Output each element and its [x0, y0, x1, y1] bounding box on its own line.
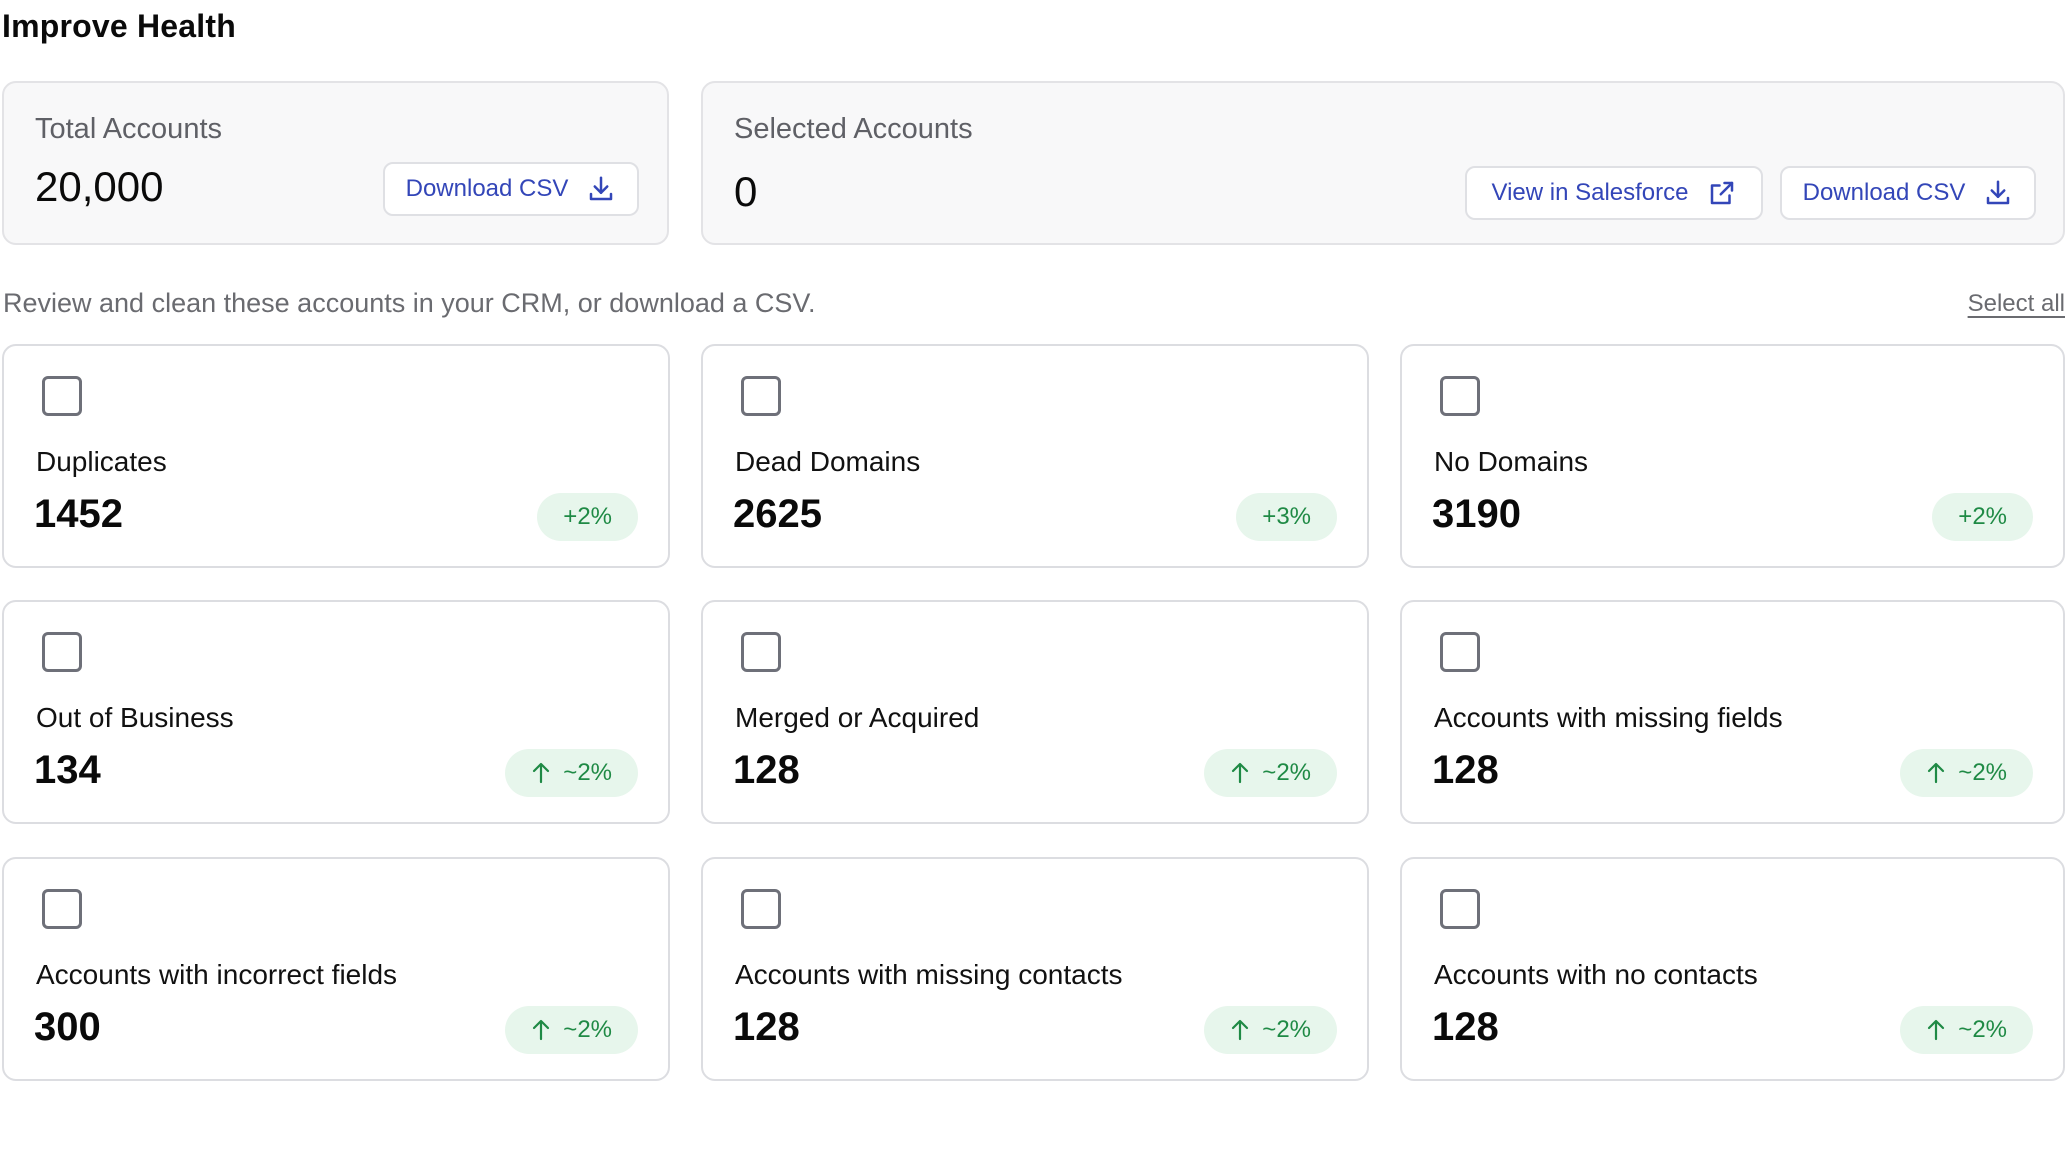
- change-badge: ~2%: [1900, 1006, 2033, 1054]
- metric-checkbox[interactable]: [741, 632, 781, 672]
- change-badge-text: +2%: [563, 503, 612, 530]
- change-badge-text: ~2%: [1958, 759, 2007, 786]
- change-badge: ~2%: [1204, 749, 1337, 797]
- change-badge-text: ~2%: [1262, 759, 1311, 786]
- metric-value: 128: [733, 1005, 800, 1049]
- metric-label: Out of Business: [36, 702, 234, 733]
- metric-checkbox[interactable]: [42, 889, 82, 929]
- instructions-text: Review and clean these accounts in your …: [3, 288, 816, 318]
- metric-label: Merged or Acquired: [735, 702, 980, 733]
- metric-card[interactable]: Accounts with incorrect fields 300 ~2%: [2, 857, 670, 1081]
- change-badge: ~2%: [1900, 749, 2033, 797]
- selected-download-csv-button[interactable]: Download CSV: [1780, 166, 2036, 220]
- change-badge: ~2%: [505, 749, 638, 797]
- download-icon: [1987, 180, 2010, 205]
- change-badge-text: ~2%: [563, 759, 612, 786]
- change-badge-text: ~2%: [1958, 1016, 2007, 1043]
- metric-checkbox[interactable]: [741, 889, 781, 929]
- view-in-salesforce-label: View in Salesforce: [1491, 179, 1689, 206]
- download-icon: [590, 176, 613, 201]
- view-in-salesforce-button[interactable]: View in Salesforce: [1465, 166, 1763, 220]
- total-accounts-value: 20,000: [35, 163, 164, 210]
- metric-value: 128: [1432, 1005, 1499, 1049]
- metric-label: Dead Domains: [735, 446, 921, 477]
- metric-checkbox[interactable]: [1440, 889, 1480, 929]
- change-badge-text: ~2%: [563, 1016, 612, 1043]
- metric-value: 3190: [1432, 492, 1521, 536]
- metric-card[interactable]: Dead Domains 2625 +3%: [701, 344, 1369, 568]
- metric-card[interactable]: Accounts with no contacts 128 ~2%: [1400, 857, 2065, 1081]
- external-link-icon: [1710, 181, 1733, 205]
- change-badge: ~2%: [1204, 1006, 1337, 1054]
- metric-card[interactable]: Duplicates 1452 +2%: [2, 344, 670, 568]
- metric-label: Accounts with incorrect fields: [36, 959, 398, 990]
- change-badge: ~2%: [505, 1006, 638, 1054]
- metric-value: 128: [733, 748, 800, 792]
- arrow-up-icon: [1928, 762, 1945, 784]
- metric-label: Duplicates: [36, 446, 167, 477]
- metric-value: 134: [34, 748, 101, 792]
- change-badge: +2%: [1932, 493, 2033, 541]
- arrow-up-icon: [1232, 1019, 1249, 1041]
- metric-label: Accounts with no contacts: [1434, 959, 1758, 990]
- metric-card[interactable]: No Domains 3190 +2%: [1400, 344, 2065, 568]
- metric-label: Accounts with missing fields: [1434, 702, 1783, 733]
- change-badge-text: +3%: [1262, 503, 1311, 530]
- select-all-link[interactable]: Select all: [1967, 290, 2065, 317]
- metric-checkbox[interactable]: [741, 376, 781, 416]
- metric-card[interactable]: Out of Business 134 ~2%: [2, 600, 670, 824]
- change-badge-text: +2%: [1958, 503, 2007, 530]
- metric-checkbox[interactable]: [42, 632, 82, 672]
- metric-card[interactable]: Accounts with missing contacts 128 ~2%: [701, 857, 1369, 1081]
- metric-value: 128: [1432, 748, 1499, 792]
- selected-accounts-value: 0: [734, 168, 758, 215]
- change-badge: +2%: [537, 493, 638, 541]
- arrow-up-icon: [1928, 1019, 1945, 1041]
- arrow-up-icon: [1232, 762, 1249, 784]
- arrow-up-icon: [533, 762, 550, 784]
- total-accounts-label: Total Accounts: [35, 113, 222, 145]
- download-csv-label: Download CSV: [405, 175, 569, 202]
- change-badge: +3%: [1236, 493, 1337, 541]
- metric-value: 2625: [733, 492, 822, 536]
- metric-label: Accounts with missing contacts: [735, 959, 1123, 990]
- metric-card[interactable]: Merged or Acquired 128 ~2%: [701, 600, 1369, 824]
- total-download-csv-button[interactable]: Download CSV: [383, 162, 639, 216]
- download-csv-label: Download CSV: [1802, 179, 1966, 206]
- metric-card[interactable]: Accounts with missing fields 128 ~2%: [1400, 600, 2065, 824]
- metric-label: No Domains: [1434, 446, 1589, 477]
- total-accounts-card: Total Accounts 20,000 Download CSV: [2, 81, 669, 245]
- metric-checkbox[interactable]: [1440, 632, 1480, 672]
- metric-checkbox[interactable]: [1440, 376, 1480, 416]
- metric-value: 1452: [34, 492, 123, 536]
- change-badge-text: ~2%: [1262, 1016, 1311, 1043]
- metric-value: 300: [34, 1005, 101, 1049]
- page-title: Improve Health: [2, 8, 236, 44]
- selected-accounts-label: Selected Accounts: [734, 113, 973, 145]
- arrow-up-icon: [533, 1019, 550, 1041]
- metric-checkbox[interactable]: [42, 376, 82, 416]
- selected-accounts-card: Selected Accounts 0 View in Salesforce D…: [701, 81, 2065, 245]
